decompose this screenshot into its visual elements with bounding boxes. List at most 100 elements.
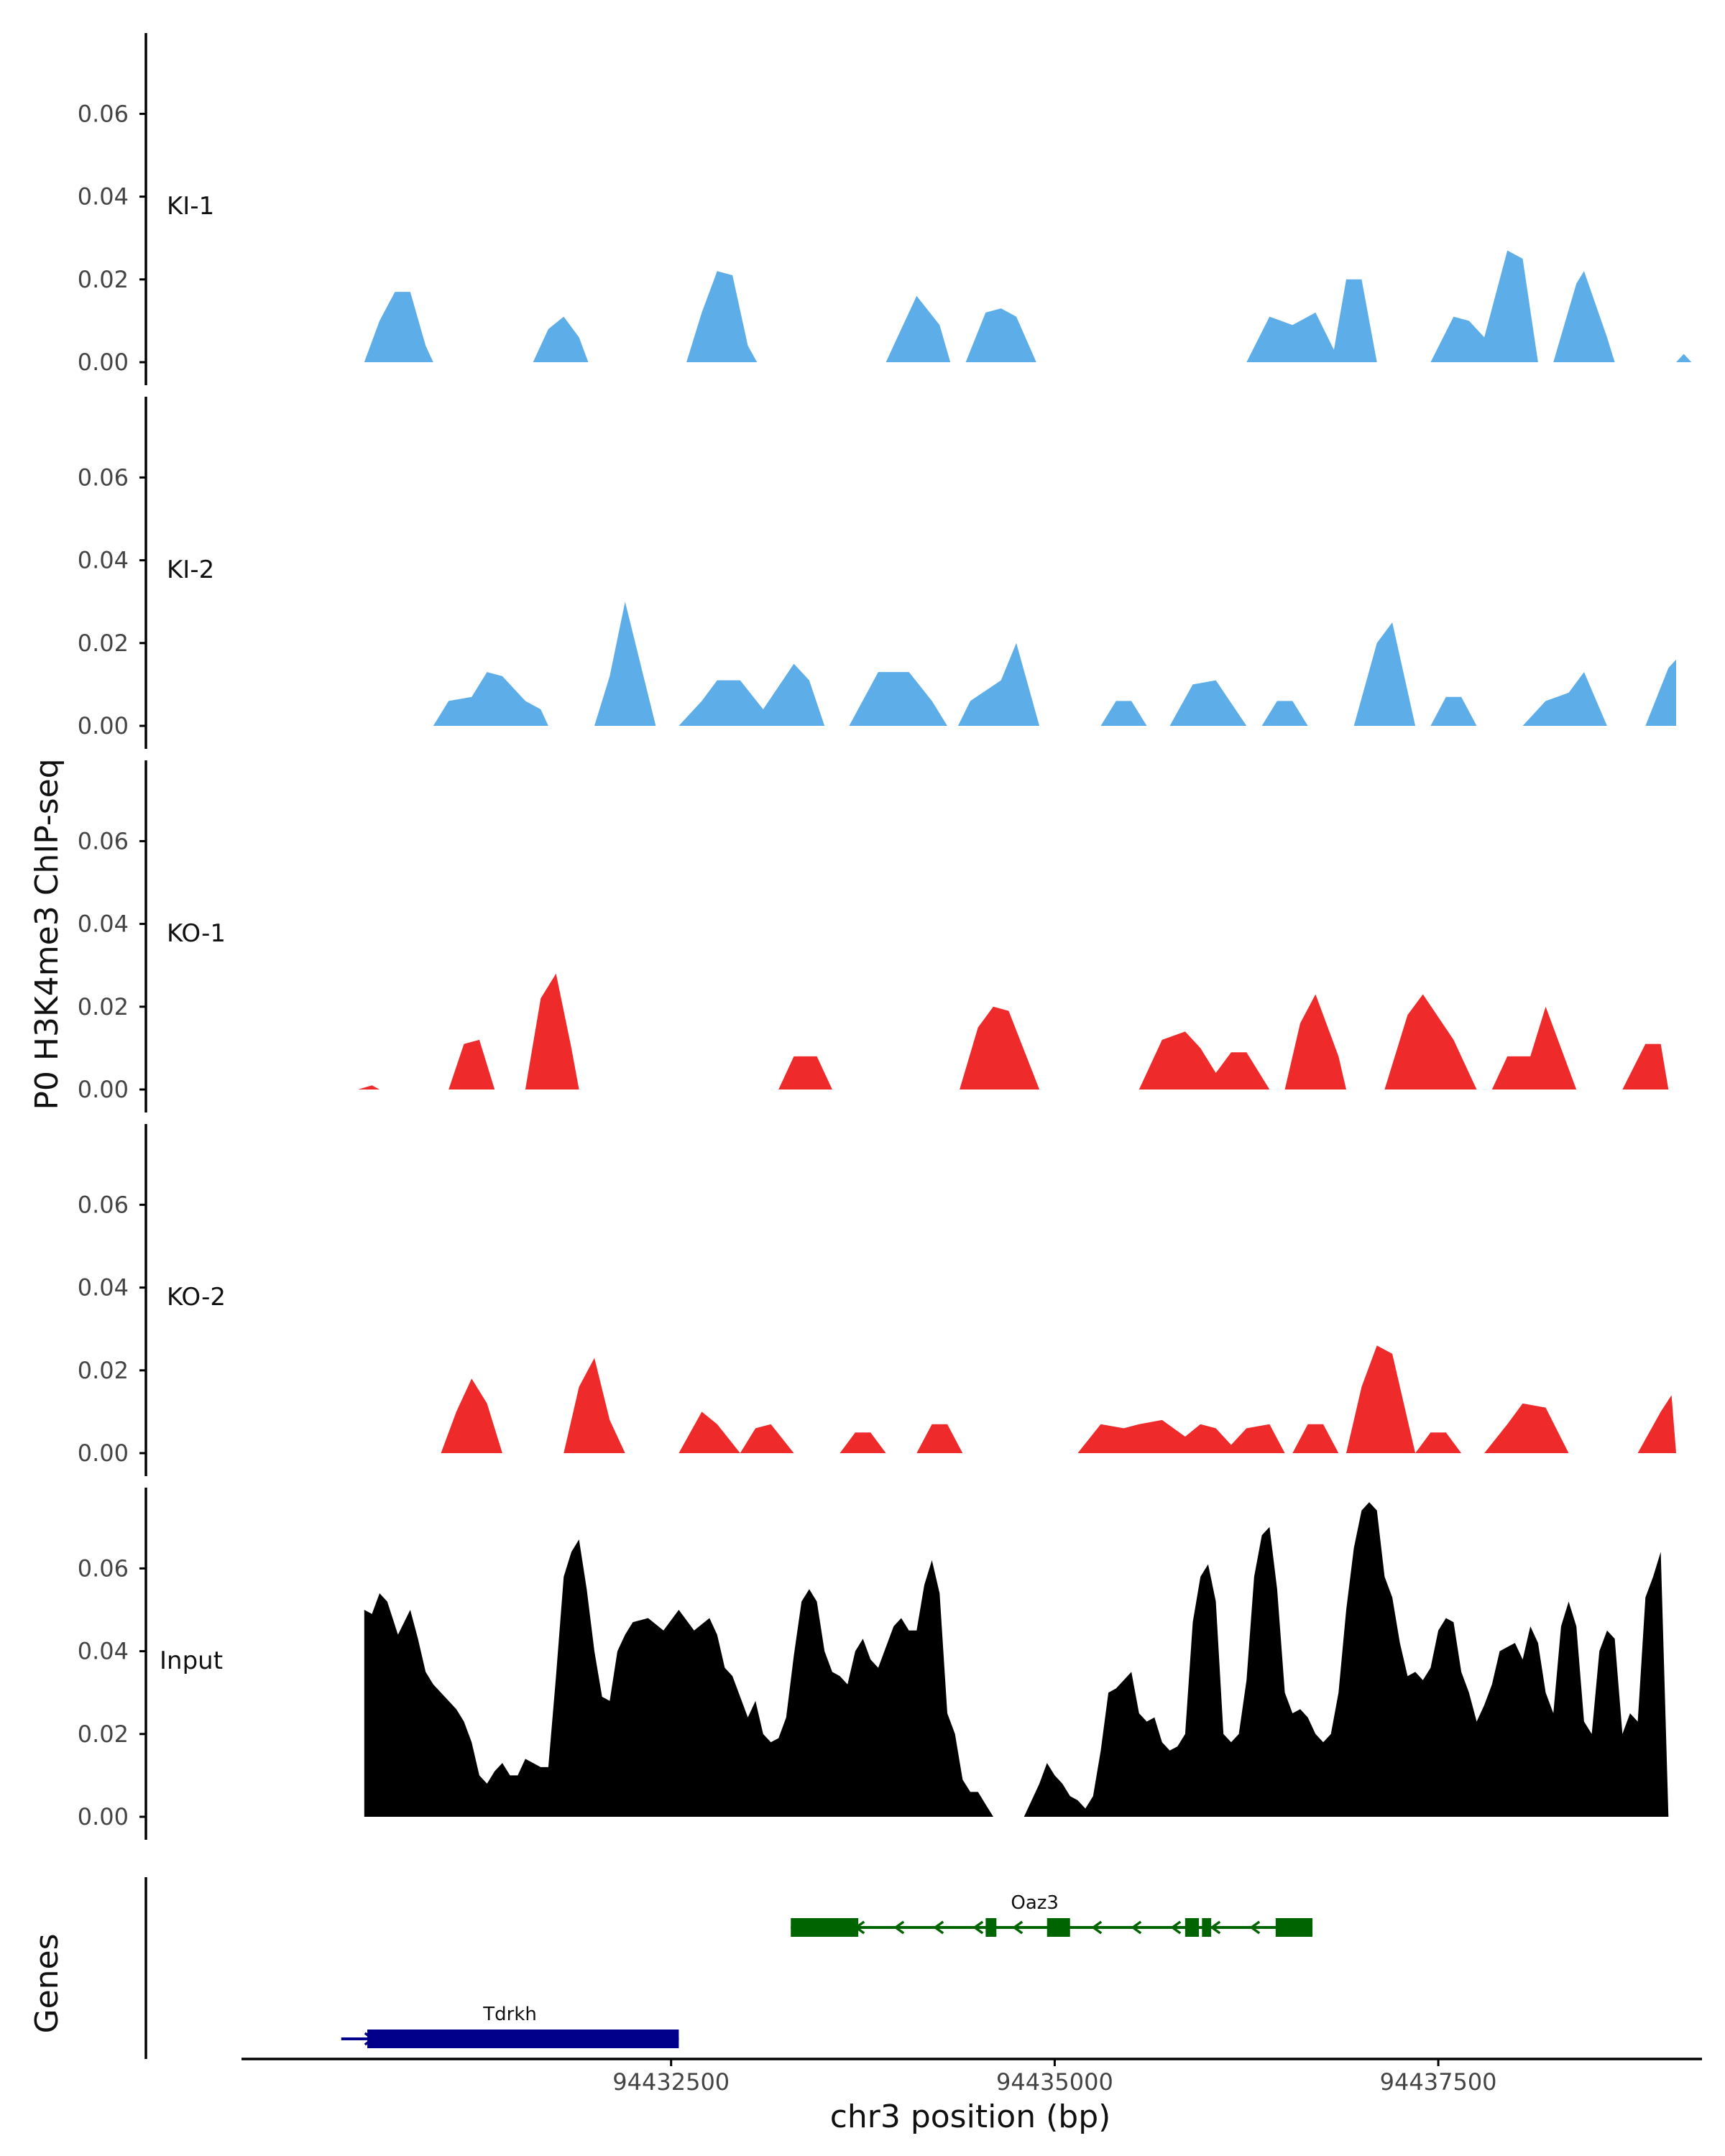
signal-peak: [1484, 1403, 1569, 1453]
x-tick-label: 94432500: [612, 2068, 730, 2096]
signal-peak: [678, 663, 825, 726]
y-tick-label: 0.00: [78, 1803, 129, 1830]
signal-peak: [678, 1411, 740, 1453]
track-ki-1: 0.00 0.02 0.04 0.06 KI-1: [78, 33, 1692, 385]
signal-peak: [358, 1085, 380, 1089]
y-tick-label: 0.02: [78, 993, 129, 1021]
y-tick-label: 0.04: [78, 1638, 129, 1665]
signal-peak: [1261, 701, 1308, 726]
strand-arrow-icon: [1170, 1920, 1182, 1935]
signal-peak: [433, 672, 548, 726]
signal-peak: [1384, 994, 1477, 1089]
signal-peak: [525, 973, 579, 1089]
signal-peak: [1553, 271, 1615, 362]
signal-peak: [1100, 701, 1147, 726]
strand-arrow-icon: [972, 1920, 984, 1935]
y-tick-label: 0.02: [78, 630, 129, 657]
gene-exon: [985, 1918, 997, 1937]
signal-peak: [1353, 622, 1416, 726]
y-tick-label: 0.06: [78, 1191, 129, 1218]
signal-peak: [1522, 672, 1607, 726]
gene-exon: [791, 1918, 859, 1937]
y-tick-label: 0.02: [78, 1357, 129, 1384]
signal-peak: [960, 1006, 1040, 1089]
signal-peak: [441, 1378, 502, 1453]
track-ko-2: 0.00 0.02 0.04 0.06 KO-2: [78, 1124, 1676, 1476]
gene-exon: [1184, 1918, 1200, 1937]
track-label: KO-1: [167, 919, 226, 948]
y-tick-label: 0.06: [78, 100, 129, 127]
signal-peak: [740, 1424, 794, 1453]
track-input: 0.00 0.02 0.04 0.06 Input: [78, 1488, 1669, 1840]
strand-arrow-icon: [893, 1920, 905, 1935]
track-label: KI-2: [167, 556, 214, 584]
y-tick-label: 0.00: [78, 349, 129, 376]
gene-tdrkh: Tdrkh: [341, 2004, 679, 2048]
y-tick-label: 0.00: [78, 1439, 129, 1467]
signal-peak: [594, 602, 656, 726]
genes-axis-title: Genes: [29, 1933, 65, 2033]
signal-peak: [1138, 1031, 1270, 1089]
track-label: KI-1: [167, 192, 214, 221]
signal-peak: [448, 1039, 495, 1089]
track-ki-2: 0.00 0.02 0.04 0.06 KI-2: [78, 397, 1676, 749]
gene-exon: [367, 2030, 679, 2048]
signal-tracks: 0.00 0.02 0.04 0.06 KI-1 0.00 0.02 0.04 0.06 KI-2…: [78, 33, 1692, 1840]
signal-peak: [840, 1432, 886, 1453]
signal-peak: [1491, 1006, 1577, 1089]
signal-peak: [1430, 696, 1477, 726]
signal-peak: [686, 271, 758, 362]
y-axis-title: P0 H3K4me3 ChIP-seq: [29, 758, 65, 1110]
signal-peak: [564, 1358, 625, 1453]
signal-peak: [364, 1539, 993, 1817]
gene-exon: [1202, 1918, 1212, 1937]
signal-peak: [1284, 994, 1346, 1089]
signal-peak: [364, 292, 433, 362]
y-tick-label: 0.02: [78, 1720, 129, 1748]
y-tick-label: 0.06: [78, 827, 129, 854]
strand-arrow-icon: [933, 1920, 944, 1935]
strand-arrow-icon: [1249, 1920, 1261, 1935]
y-tick-label: 0.04: [78, 911, 129, 938]
gene-oaz3: Oaz3: [791, 1892, 1313, 1937]
signal-peak: [778, 1056, 832, 1089]
gene-name-label: Oaz3: [1011, 1892, 1059, 1914]
signal-peak: [1346, 1345, 1416, 1453]
y-tick-label: 0.06: [78, 464, 129, 491]
track-label: Input: [160, 1646, 223, 1675]
signal-peak: [849, 672, 947, 726]
signal-peak: [1676, 354, 1692, 362]
y-tick-label: 0.00: [78, 1076, 129, 1103]
signal-peak: [1637, 1395, 1676, 1453]
signal-peak: [1430, 250, 1538, 362]
signal-peak: [1169, 680, 1247, 726]
y-tick-label: 0.04: [78, 183, 129, 211]
gene-exon: [1046, 1918, 1070, 1937]
strand-arrow-icon: [1131, 1920, 1142, 1935]
signal-peak: [965, 308, 1036, 362]
y-tick-label: 0.04: [78, 1274, 129, 1302]
y-tick-label: 0.02: [78, 266, 129, 293]
gene-exon: [1275, 1918, 1313, 1937]
signal-peak: [1246, 279, 1377, 362]
x-tick-label: 94435000: [996, 2068, 1113, 2096]
y-tick-label: 0.06: [78, 1554, 129, 1582]
signal-peak: [1077, 1419, 1285, 1453]
strand-arrow-icon: [1210, 1920, 1221, 1935]
signal-peak: [957, 642, 1040, 726]
signal-peak: [1645, 659, 1676, 726]
track-ko-1: 0.00 0.02 0.04 0.06 KO-1: [78, 760, 1669, 1112]
strand-arrow-icon: [1012, 1920, 1024, 1935]
signal-peak: [1024, 1502, 1669, 1817]
y-tick-label: 0.04: [78, 547, 129, 574]
signal-peak: [1292, 1424, 1339, 1453]
gene-track: Oaz3 Tdrkh: [144, 1877, 1313, 2059]
y-tick-label: 0.00: [78, 712, 129, 740]
signal-peak: [886, 295, 951, 362]
x-axis: 94432500 94435000 94437500: [242, 2058, 1702, 2096]
signal-peak: [1622, 1044, 1669, 1089]
signal-peak: [1415, 1432, 1462, 1453]
strand-arrow-icon: [1091, 1920, 1103, 1935]
signal-peak: [533, 316, 589, 362]
x-axis-title: chr3 position (bp): [830, 2099, 1111, 2135]
